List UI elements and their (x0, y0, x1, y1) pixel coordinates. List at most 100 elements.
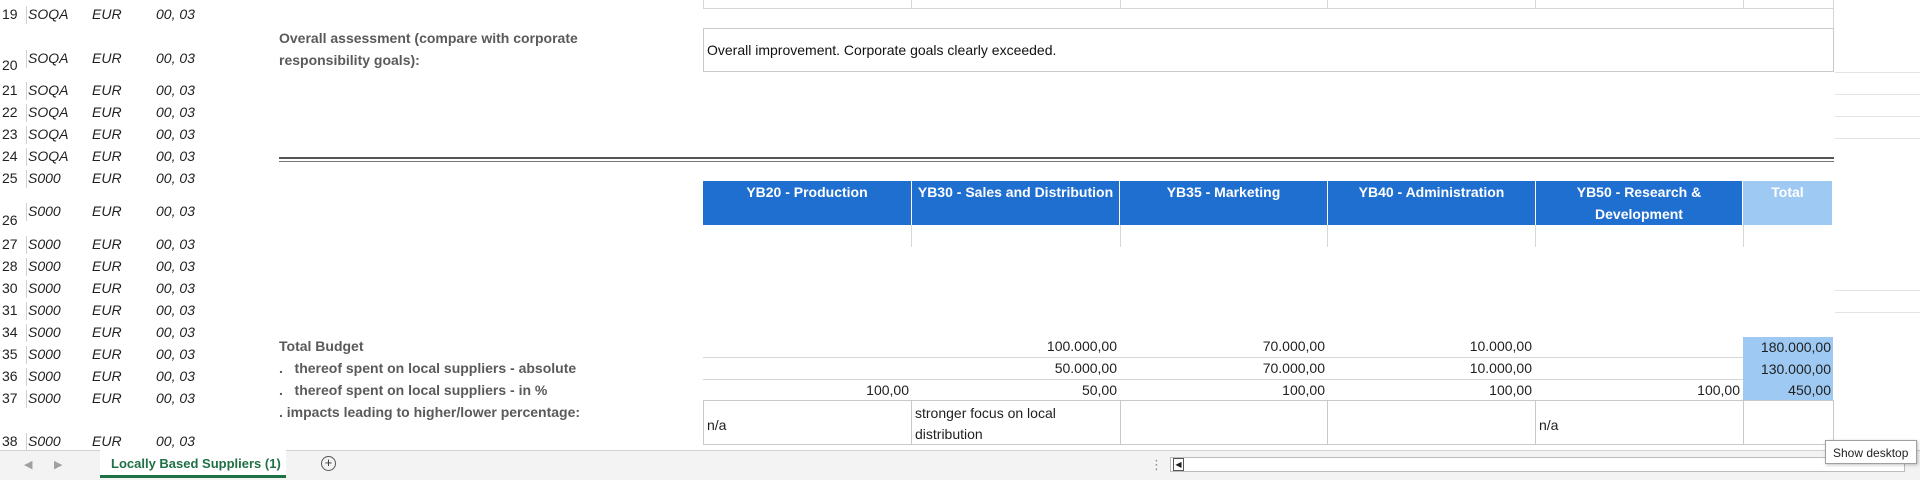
add-sheet-icon[interactable]: + (321, 456, 336, 471)
col-a-cell[interactable]: S000 (28, 170, 61, 186)
row-number[interactable]: 22 (2, 104, 18, 120)
col-b-cell[interactable]: EUR (92, 368, 122, 384)
abs-yb30[interactable]: 50.000,00 (1054, 360, 1117, 376)
col-b-cell[interactable]: EUR (92, 170, 122, 186)
col-a-cell[interactable]: S000 (28, 390, 61, 406)
splitter-icon[interactable]: ⋮ (1150, 457, 1163, 472)
col-b-cell[interactable]: EUR (92, 126, 122, 142)
header-yb30[interactable]: YB30 - Sales and Distribution (912, 181, 1120, 225)
col-a-cell[interactable]: SOQA (28, 126, 69, 142)
header-yb35[interactable]: YB35 - Marketing (1120, 181, 1328, 225)
col-c-cell[interactable]: 00, 03 (156, 148, 195, 164)
col-a-cell[interactable]: SOQA (28, 104, 69, 120)
pct-yb20[interactable]: 100,00 (866, 382, 909, 398)
header-yb50[interactable]: YB50 - Research & Development (1536, 181, 1743, 225)
col-c-cell[interactable]: 00, 03 (156, 170, 195, 186)
row-number[interactable]: 28 (2, 258, 18, 274)
col-b-cell[interactable]: EUR (92, 104, 122, 120)
row-number[interactable]: 37 (2, 390, 18, 406)
col-c-cell[interactable]: 00, 03 (156, 258, 195, 274)
row-number[interactable]: 19 (2, 6, 18, 22)
header-yb20[interactable]: YB20 - Production (703, 181, 912, 225)
col-c-cell[interactable]: 00, 03 (156, 6, 195, 22)
col-a-cell[interactable]: SOQA (28, 82, 69, 98)
col-b-cell[interactable]: EUR (92, 280, 122, 296)
pct-yb50[interactable]: 100,00 (1697, 382, 1740, 398)
col-a-cell[interactable]: SOQA (28, 148, 69, 164)
row-number[interactable]: 38 (2, 433, 18, 449)
col-c-cell[interactable]: 00, 03 (156, 368, 195, 384)
scroll-left-icon[interactable]: ◀ (24, 459, 33, 471)
impact-yb30[interactable]: stronger focus on local distribution (911, 400, 1121, 445)
scroll-right-icon[interactable]: ▶ (54, 459, 63, 471)
row-number[interactable]: 30 (2, 280, 18, 296)
assessment-cell[interactable]: Overall improvement. Corporate goals cle… (703, 28, 1834, 72)
col-a-cell[interactable]: S000 (28, 203, 61, 219)
col-b-cell[interactable]: EUR (92, 148, 122, 164)
row-number[interactable]: 27 (2, 236, 18, 252)
row-number[interactable]: 21 (2, 82, 18, 98)
col-c-cell[interactable]: 00, 03 (156, 324, 195, 340)
row-number[interactable]: 26 (2, 212, 18, 228)
col-b-cell[interactable]: EUR (92, 302, 122, 318)
pct-sum[interactable]: 450,00 (1743, 380, 1833, 400)
abs-yb40[interactable]: 10.000,00 (1469, 360, 1532, 376)
row-number[interactable]: 35 (2, 346, 18, 362)
col-a-cell[interactable]: S000 (28, 280, 61, 296)
pct-yb30[interactable]: 50,00 (1081, 382, 1117, 398)
col-c-cell[interactable]: 00, 03 (156, 203, 195, 219)
row-number[interactable]: 20 (2, 57, 18, 73)
col-c-cell[interactable]: 00, 03 (156, 50, 195, 66)
impact-yb50[interactable]: n/a (1535, 400, 1744, 445)
total-yb30[interactable]: 100.000,00 (1046, 338, 1117, 354)
col-b-cell[interactable]: EUR (92, 324, 122, 340)
col-a-cell[interactable]: S000 (28, 258, 61, 274)
pct-yb40[interactable]: 100,00 (1489, 382, 1532, 398)
abs-yb35[interactable]: 70.000,00 (1262, 360, 1325, 376)
abs-sum[interactable]: 130.000,00 (1743, 358, 1833, 380)
impact-yb40[interactable] (1327, 400, 1536, 445)
col-b-cell[interactable]: EUR (92, 433, 122, 449)
pct-yb35[interactable]: 100,00 (1282, 382, 1325, 398)
sheet-tab-active[interactable]: Locally Based Suppliers (1) (100, 450, 286, 478)
col-c-cell[interactable]: 00, 03 (156, 104, 195, 120)
col-a-cell[interactable]: SOQA (28, 50, 69, 66)
col-a-cell[interactable]: S000 (28, 302, 61, 318)
header-total[interactable]: Total (1743, 181, 1833, 225)
col-c-cell[interactable]: 00, 03 (156, 433, 195, 449)
col-c-cell[interactable]: 00, 03 (156, 126, 195, 142)
col-b-cell[interactable]: EUR (92, 346, 122, 362)
impact-yb35[interactable] (1120, 400, 1328, 445)
col-a-cell[interactable]: SOQA (28, 6, 69, 22)
row-number[interactable]: 31 (2, 302, 18, 318)
col-b-cell[interactable]: EUR (92, 390, 122, 406)
row-number[interactable]: 23 (2, 126, 18, 142)
row-number[interactable]: 34 (2, 324, 18, 340)
total-yb40[interactable]: 10.000,00 (1469, 338, 1532, 354)
col-b-cell[interactable]: EUR (92, 236, 122, 252)
col-c-cell[interactable]: 00, 03 (156, 302, 195, 318)
col-c-cell[interactable]: 00, 03 (156, 390, 195, 406)
col-c-cell[interactable]: 00, 03 (156, 346, 195, 362)
col-b-cell[interactable]: EUR (92, 258, 122, 274)
row-number[interactable]: 25 (2, 170, 18, 186)
header-yb40[interactable]: YB40 - Administration (1328, 181, 1536, 225)
col-a-cell[interactable]: S000 (28, 433, 61, 449)
col-b-cell[interactable]: EUR (92, 6, 122, 22)
row-number[interactable]: 36 (2, 368, 18, 384)
horizontal-scrollbar[interactable]: ◀ (1170, 457, 1905, 472)
col-b-cell[interactable]: EUR (92, 50, 122, 66)
col-c-cell[interactable]: 00, 03 (156, 82, 195, 98)
total-sum[interactable]: 180.000,00 (1743, 337, 1833, 358)
col-c-cell[interactable]: 00, 03 (156, 236, 195, 252)
scroll-left-arrow-icon[interactable]: ◀ (1173, 458, 1184, 471)
col-b-cell[interactable]: EUR (92, 203, 122, 219)
col-a-cell[interactable]: S000 (28, 368, 61, 384)
col-a-cell[interactable]: S000 (28, 346, 61, 362)
impact-total[interactable] (1743, 400, 1834, 445)
col-b-cell[interactable]: EUR (92, 82, 122, 98)
row-number[interactable]: 24 (2, 148, 18, 164)
col-c-cell[interactable]: 00, 03 (156, 280, 195, 296)
impact-yb20[interactable]: n/a (703, 400, 912, 445)
col-a-cell[interactable]: S000 (28, 324, 61, 340)
